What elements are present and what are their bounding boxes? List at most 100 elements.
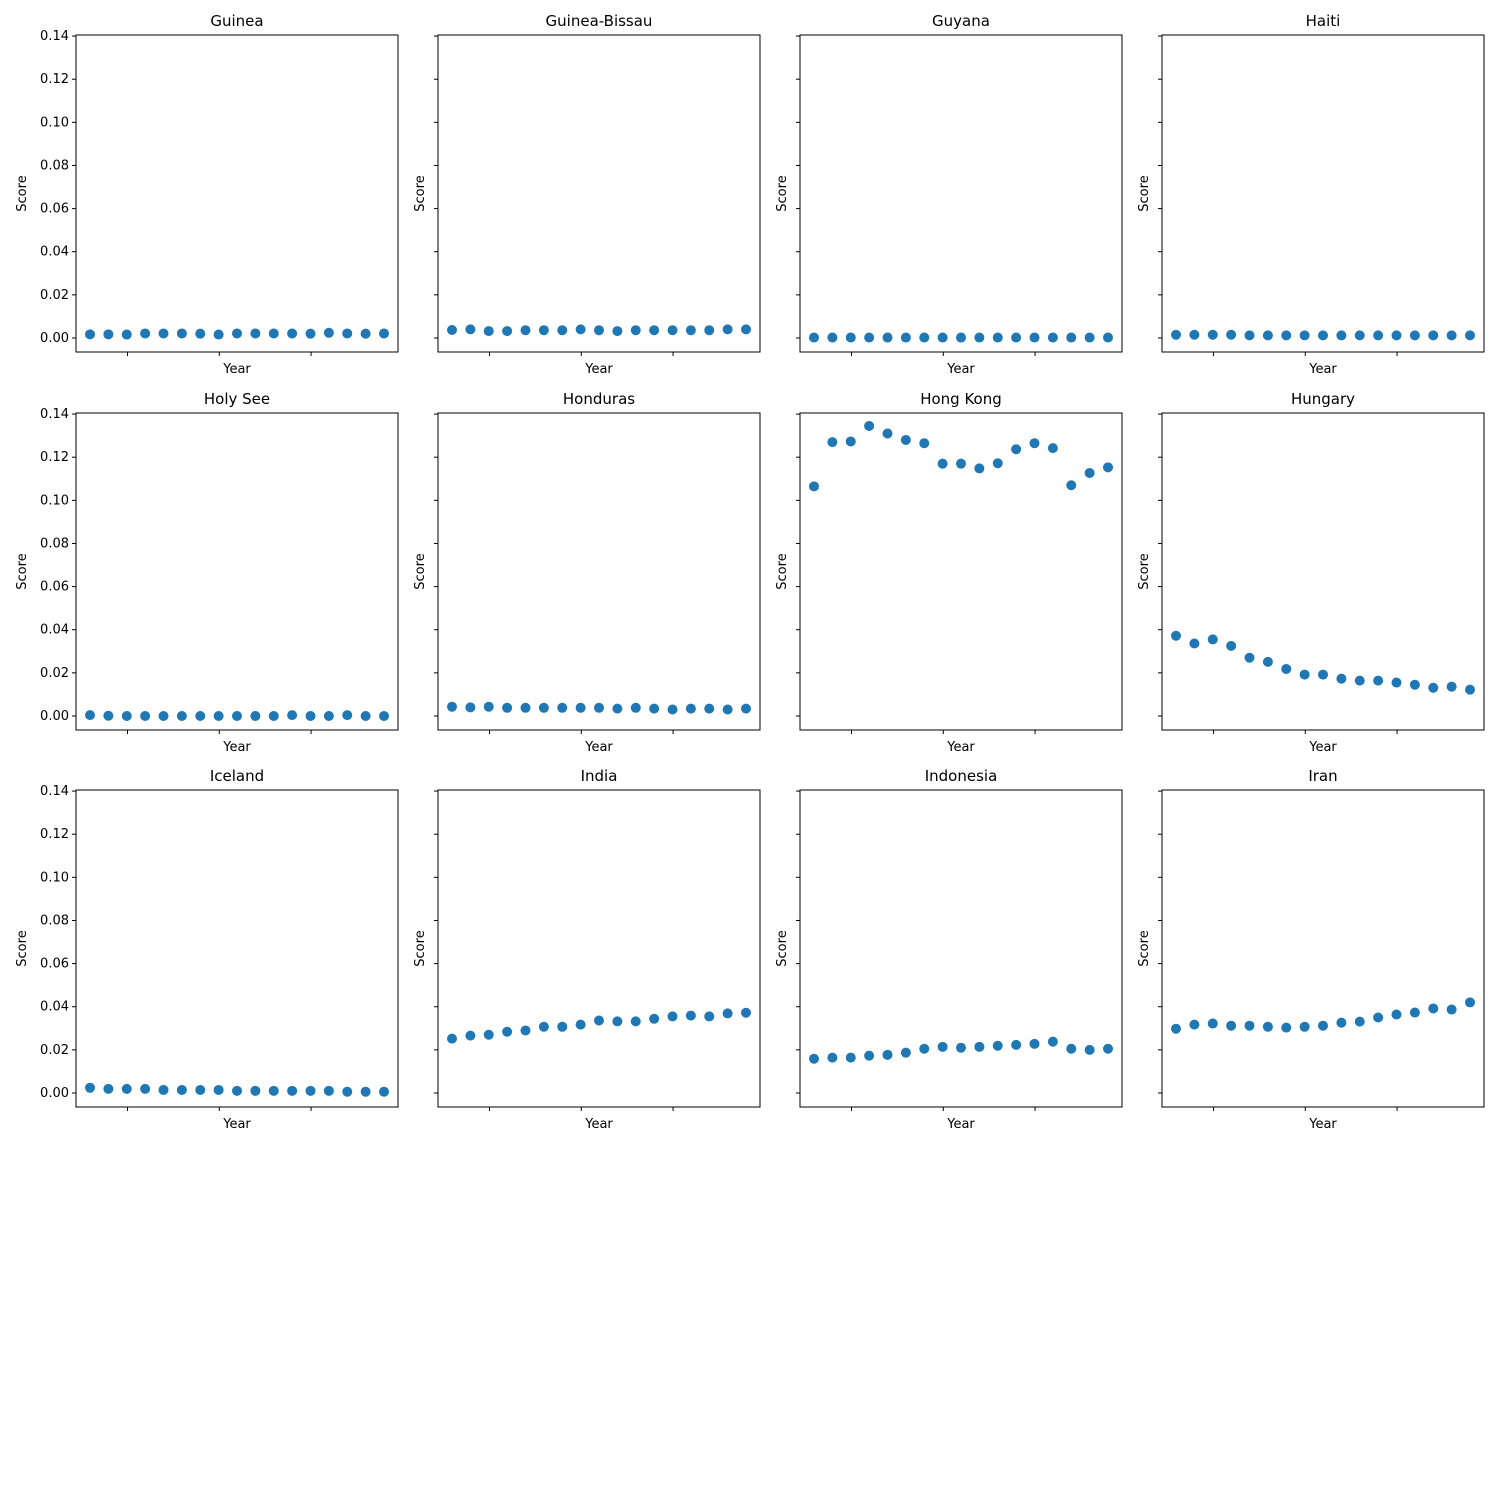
data-point bbox=[685, 703, 696, 714]
data-point bbox=[268, 1085, 279, 1096]
data-point bbox=[722, 1008, 733, 1019]
data-point bbox=[992, 1040, 1003, 1051]
data-point bbox=[1244, 330, 1255, 341]
data-point bbox=[379, 710, 389, 721]
data-point bbox=[287, 328, 298, 339]
subplot-title: Guyana bbox=[932, 12, 990, 30]
data-point bbox=[575, 1019, 586, 1030]
data-point bbox=[483, 326, 494, 337]
data-point bbox=[919, 1043, 930, 1054]
y-tick-label: 0.00 bbox=[40, 331, 69, 346]
data-point bbox=[974, 1041, 985, 1052]
subplot-iran: Iran Year Score bbox=[1137, 767, 1485, 1132]
data-point bbox=[287, 710, 298, 721]
data-point bbox=[305, 328, 316, 339]
data-point bbox=[649, 1013, 660, 1024]
data-point bbox=[827, 437, 838, 448]
data-point bbox=[1281, 330, 1292, 341]
data-point bbox=[612, 703, 623, 714]
data-point bbox=[342, 328, 353, 339]
data-point bbox=[1446, 1004, 1457, 1015]
x-axis-label: Year bbox=[222, 1117, 251, 1132]
data-point bbox=[323, 710, 334, 721]
data-point bbox=[667, 325, 678, 336]
data-point bbox=[268, 328, 279, 339]
data-point bbox=[305, 1085, 316, 1096]
data-point bbox=[538, 325, 549, 336]
data-point bbox=[1409, 1007, 1420, 1018]
data-point bbox=[575, 324, 586, 335]
subplot-honduras: Honduras Year Score bbox=[413, 390, 761, 755]
data-point bbox=[630, 1016, 641, 1027]
data-point bbox=[232, 710, 242, 721]
data-point bbox=[520, 1025, 531, 1036]
y-axis-label: Score bbox=[15, 175, 30, 211]
y-tick-label: 0.04 bbox=[40, 623, 69, 638]
subplot-guinea: 0.00 0.02 0.04 0.06 0.08 0.10 0.12 0.14 Guinea Ye… bbox=[15, 12, 399, 377]
data-point bbox=[667, 704, 678, 715]
y-axis-label: Score bbox=[413, 930, 428, 966]
y-tick-label: 0.02 bbox=[40, 666, 69, 681]
data-point bbox=[1354, 1016, 1365, 1027]
plot-frame bbox=[799, 789, 1123, 1108]
data-point bbox=[704, 1011, 715, 1022]
data-point bbox=[882, 428, 893, 439]
data-point bbox=[1084, 332, 1095, 343]
data-point bbox=[809, 481, 819, 492]
data-point bbox=[1084, 1044, 1095, 1055]
data-point bbox=[594, 325, 604, 336]
data-point bbox=[1262, 330, 1273, 341]
data-point bbox=[213, 329, 224, 340]
data-point bbox=[1299, 669, 1310, 680]
data-point bbox=[1281, 663, 1292, 674]
data-point bbox=[1446, 681, 1457, 692]
data-point bbox=[483, 1029, 494, 1040]
y-axis-label: Score bbox=[1137, 553, 1152, 589]
data-point bbox=[557, 325, 568, 336]
data-point bbox=[379, 328, 389, 339]
data-point bbox=[882, 1049, 893, 1060]
data-point bbox=[85, 329, 95, 340]
data-point bbox=[1446, 330, 1457, 341]
data-point bbox=[1465, 684, 1475, 695]
data-point bbox=[103, 1083, 114, 1094]
data-point bbox=[121, 329, 132, 340]
subplot-title: Hungary bbox=[1291, 390, 1355, 408]
data-point bbox=[287, 1085, 298, 1096]
data-point bbox=[213, 710, 224, 721]
data-point bbox=[1354, 330, 1365, 341]
data-point bbox=[1084, 467, 1095, 478]
y-tick-label: 0.12 bbox=[40, 72, 69, 87]
data-point bbox=[956, 332, 966, 343]
y-tick-label: 0.06 bbox=[40, 957, 69, 972]
data-point bbox=[992, 458, 1003, 469]
data-point bbox=[268, 710, 279, 721]
data-point bbox=[447, 701, 457, 712]
data-point bbox=[1103, 332, 1113, 343]
data-point bbox=[594, 702, 604, 713]
data-point bbox=[158, 1084, 169, 1095]
subplot-title: Indonesia bbox=[925, 767, 998, 785]
data-point bbox=[158, 328, 169, 339]
subplot-guinea-bissau: Guinea-Bissau Year Score bbox=[413, 12, 761, 377]
data-point bbox=[465, 702, 476, 713]
y-tick-label: 0.00 bbox=[40, 709, 69, 724]
plot-frame bbox=[437, 34, 761, 353]
data-point bbox=[1318, 330, 1328, 341]
data-point bbox=[1336, 330, 1347, 341]
data-point bbox=[103, 710, 114, 721]
data-point bbox=[323, 327, 334, 338]
data-point bbox=[741, 324, 751, 335]
data-point bbox=[1336, 1017, 1347, 1028]
data-point bbox=[1244, 652, 1255, 663]
data-point bbox=[447, 325, 457, 336]
x-axis-label: Year bbox=[222, 362, 251, 377]
data-point bbox=[305, 710, 316, 721]
data-point bbox=[845, 1052, 856, 1063]
data-point bbox=[538, 702, 549, 713]
data-point bbox=[956, 458, 966, 469]
data-point bbox=[1171, 630, 1181, 641]
data-point bbox=[1011, 444, 1022, 455]
data-point bbox=[704, 325, 715, 336]
